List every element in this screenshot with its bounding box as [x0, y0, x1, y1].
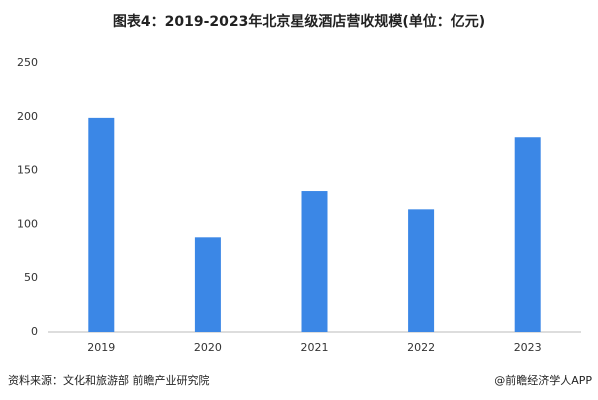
y-tick-label: 100 — [17, 217, 38, 230]
y-tick-label: 50 — [24, 271, 38, 284]
bar — [514, 137, 541, 332]
y-tick-label: 200 — [17, 110, 38, 123]
y-tick-label: 150 — [17, 164, 38, 177]
bar — [408, 209, 435, 332]
x-tick-label: 2021 — [301, 341, 329, 354]
chart-title: 图表4：2019-2023年北京星级酒店营收规模(单位：亿元) — [113, 13, 485, 30]
bar — [301, 191, 328, 332]
bar — [194, 237, 221, 332]
source: 资料来源：文化和旅游部 前瞻产业研究院 — [8, 373, 210, 387]
credit: @前瞻经济学人APP — [494, 373, 592, 387]
y-tick-label: 250 — [17, 56, 38, 69]
x-tick-label: 2019 — [87, 341, 115, 354]
x-tick-label: 2023 — [514, 341, 542, 354]
y-tick-label: 0 — [31, 325, 38, 338]
x-tick-label: 2020 — [194, 341, 222, 354]
bar — [88, 117, 115, 332]
x-tick-label: 2022 — [407, 341, 435, 354]
